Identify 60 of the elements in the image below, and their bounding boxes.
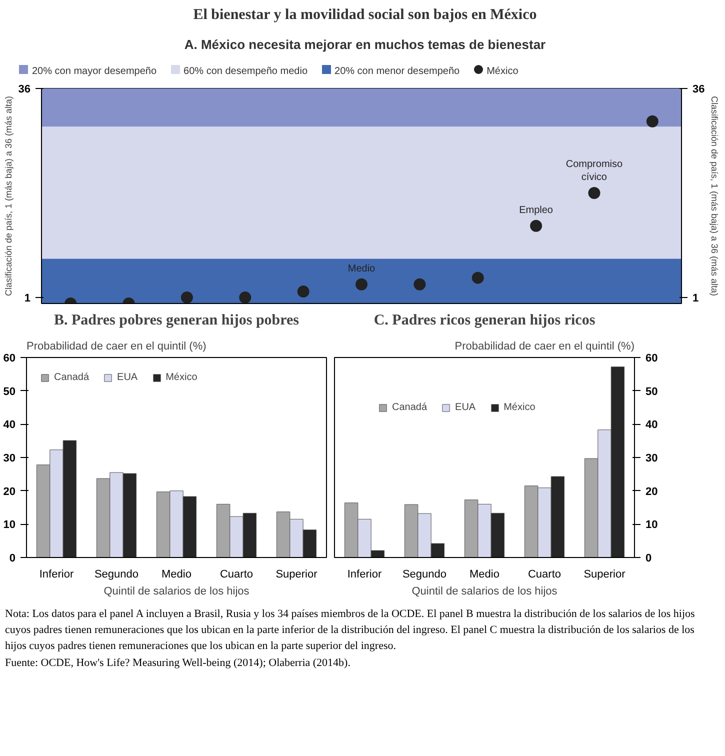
y2-tick-label: 0 bbox=[646, 552, 652, 565]
y-axis-title: Clasificación de país, 1 (más baja) a 36 (más alta) bbox=[3, 96, 14, 296]
y2-tick-label: 1 bbox=[692, 292, 699, 305]
x-tick-label: Cuarto bbox=[528, 568, 562, 581]
x-tick-label: Cuarto bbox=[220, 568, 254, 581]
point bbox=[180, 292, 193, 304]
point bbox=[646, 116, 658, 128]
legend-label: Canadá bbox=[54, 371, 90, 384]
x-tick-label: Superior bbox=[276, 568, 318, 581]
y-tick-label: 0 bbox=[9, 552, 16, 565]
point bbox=[588, 187, 600, 200]
x-tick-label: Inferior bbox=[39, 568, 74, 581]
y2-axis-title: Clasificación de país, 1 (más baja) a 36 (más alta) bbox=[710, 96, 720, 296]
legend-label: 60% con desempeño medio bbox=[184, 66, 308, 77]
data-label: Empleo bbox=[519, 205, 554, 216]
legend-label: México bbox=[486, 66, 518, 77]
y2-axis-title: Probabilidad de caer en el quintil (%) bbox=[454, 340, 635, 353]
y2-tick-label: 36 bbox=[692, 84, 705, 96]
point bbox=[297, 286, 310, 298]
chart-subtitle: A. México necesita mejorar en muchos temas de bienestar bbox=[184, 36, 546, 54]
x-tick-label: Segundo bbox=[402, 568, 447, 581]
x-tick-label: Medio bbox=[162, 568, 192, 581]
y-tick-label: 10 bbox=[3, 519, 16, 532]
legend-label: EUA bbox=[455, 401, 476, 414]
legend-label: EUA bbox=[117, 371, 138, 384]
x-axis-title: Quintil de salarios de los hijos bbox=[104, 586, 250, 598]
legend-label: México bbox=[504, 401, 536, 414]
text: Nota: Los datos para el panel A incluyen a Brasil, Rusia y los 34 países miembros de la OCDE. El panel B muestra la distribución de los salarios de los hijos cuyos padres tienen remuneraciones que los ubican en la parte inferior de la distribución del ingreso. El panel C muestra la distribución de los salarios de los hijos cuyos padres tienen remuneraciones que los ubican en la parte superior del ingreso. bbox=[5, 607, 696, 654]
x-tick-label: Segundo bbox=[94, 568, 139, 581]
source-note: Fuente: OCDE, How's Life? Measuring Well-being (2014); Olaberria (2014b). bbox=[5, 656, 352, 672]
point bbox=[356, 278, 368, 291]
legend-label: Canadá bbox=[392, 401, 428, 414]
point bbox=[414, 278, 426, 291]
point bbox=[239, 292, 252, 304]
chart-title: B. Padres pobres generan hijos pobres bbox=[54, 312, 300, 329]
legend-label: 20% con mayor desempeño bbox=[32, 66, 157, 77]
x-tick-label: Medio bbox=[470, 568, 500, 581]
y2-tick-label: 40 bbox=[646, 419, 658, 432]
x-tick-label: Inferior bbox=[347, 568, 382, 581]
y2-tick-label: 50 bbox=[646, 386, 658, 398]
y2-tick-label: 60 bbox=[646, 352, 658, 365]
point bbox=[530, 220, 542, 232]
y-tick-label: 60 bbox=[3, 352, 16, 365]
chart-title: El bienestar y la movilidad social son bajos en México bbox=[193, 6, 537, 25]
chart-title: C. Padres ricos generan hijos ricos bbox=[374, 312, 596, 329]
y-tick-label: 20 bbox=[3, 486, 16, 498]
x-axis-title: Quintil de salarios de los hijos bbox=[412, 586, 558, 598]
legend-label: México bbox=[166, 371, 198, 384]
y2-tick-label: 10 bbox=[646, 519, 658, 532]
y2-tick-label: 20 bbox=[646, 486, 658, 498]
y-tick-label: 30 bbox=[3, 452, 16, 465]
y-tick-label: 40 bbox=[3, 419, 16, 432]
point bbox=[472, 272, 484, 284]
y-axis-title: Probabilidad de caer en el quintil (%) bbox=[26, 340, 206, 353]
data-label: Medio bbox=[348, 264, 376, 275]
x-tick-label: Superior bbox=[584, 568, 626, 581]
data-label: Compromiso cívico bbox=[566, 159, 624, 184]
legend-label: 20% con menor desempeño bbox=[334, 66, 460, 77]
y-tick-label: 50 bbox=[3, 386, 16, 398]
y2-tick-label: 30 bbox=[646, 452, 658, 465]
